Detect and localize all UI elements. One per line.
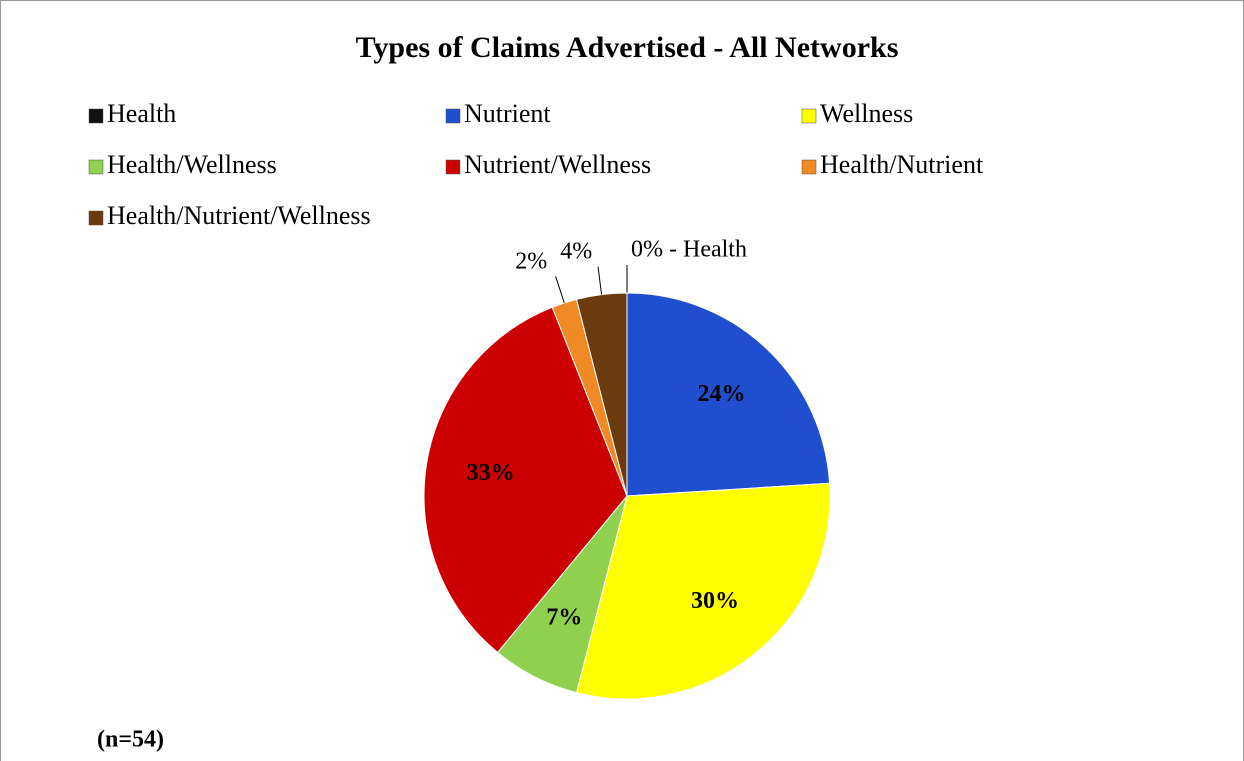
legend-label: Health/Wellness: [107, 150, 277, 179]
data-label: 0% - Health: [631, 237, 747, 263]
pie-slice: [575, 482, 831, 700]
pie-slice: [423, 306, 628, 654]
legend-label: Health/Nutrient/Wellness: [107, 201, 371, 230]
legend-swatch: [88, 210, 104, 226]
data-label: 7%: [546, 604, 582, 630]
legend-swatch: [88, 159, 104, 175]
data-label: 30%: [691, 588, 739, 614]
legend-swatch: [88, 108, 104, 124]
data-label: 2%: [515, 248, 547, 274]
legend-swatch: [445, 159, 461, 175]
legend-label: Nutrient/Wellness: [464, 150, 651, 179]
annotation: (n=54): [97, 727, 164, 753]
data-label: 33%: [467, 460, 515, 486]
legend-label: Health: [107, 99, 176, 128]
legend-label: Nutrient: [464, 99, 551, 128]
legend-swatch: [801, 108, 817, 124]
data-label: 4%: [560, 238, 592, 264]
legend-label: Wellness: [820, 99, 913, 128]
legend-swatch: [801, 159, 817, 175]
data-label: 24%: [697, 381, 745, 407]
pie-slice: [626, 292, 831, 497]
legend-swatch: [445, 108, 461, 124]
leader-line: [555, 276, 565, 304]
chart-title: Types of Claims Advertised - All Network…: [356, 31, 899, 64]
pie-slice: [575, 292, 628, 497]
leader-line: [597, 266, 603, 295]
legend-label: Health/Nutrient: [820, 150, 984, 179]
